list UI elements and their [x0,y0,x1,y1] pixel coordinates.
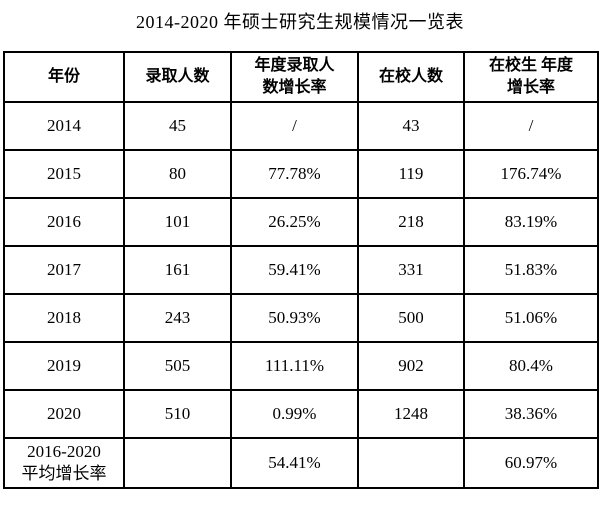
table-cell: 43 [357,101,465,151]
table-cell: 243 [123,293,232,343]
table-cell: 59.41% [230,245,359,295]
table-cell: 1248 [357,389,465,439]
table-cell: 500 [357,293,465,343]
table-cell: 0.99% [230,389,359,439]
table-cell: 902 [357,341,465,391]
data-table: 年份 录取人数 年度录取人 数增长率 在校人数 在校生 年度 增长率 2014 … [3,51,599,489]
table-cell: 45 [123,101,232,151]
table-cell: 26.25% [230,197,359,247]
table-cell: 505 [123,341,232,391]
table-cell: 51.83% [463,245,599,295]
table-row: 2018 243 50.93% 500 51.06% [3,293,599,343]
column-header-year: 年份 [3,51,125,103]
table-row: 2014 45 / 43 / [3,101,599,151]
table-cell: 80.4% [463,341,599,391]
table-cell: 80 [123,149,232,199]
table-title: 2014-2020 年硕士研究生规模情况一览表 [136,12,464,32]
year-cell: 2019 [3,341,125,391]
table-row: 2020 510 0.99% 1248 38.36% [3,389,599,439]
year-cell: 2016-2020 平均增长率 [3,437,125,489]
table-cell: / [230,101,359,151]
column-header-enrolled-growth: 在校生 年度 增长率 [463,51,599,103]
table-row: 2016 101 26.25% 218 83.19% [3,197,599,247]
table-cell: 60.97% [463,437,599,489]
table-cell: 51.06% [463,293,599,343]
header-row: 年份 录取人数 年度录取人 数增长率 在校人数 在校生 年度 增长率 [3,51,599,103]
year-cell: 2017 [3,245,125,295]
column-header-admitted-growth: 年度录取人 数增长率 [230,51,359,103]
table-cell: 510 [123,389,232,439]
column-header-enrolled: 在校人数 [357,51,465,103]
table-cell: 331 [357,245,465,295]
document-page: 2014-2020 年硕士研究生规模情况一览表 年份 录取人数 年度录取人 数增… [0,10,600,528]
table-cell: 119 [357,149,465,199]
year-cell: 2015 [3,149,125,199]
table-cell: 54.41% [230,437,359,489]
table-cell: 50.93% [230,293,359,343]
column-header-admitted: 录取人数 [123,51,232,103]
table-row: 2019 505 111.11% 902 80.4% [3,341,599,391]
table-cell: 176.74% [463,149,599,199]
table-cell [357,437,465,489]
table-cell: 77.78% [230,149,359,199]
table-row-average: 2016-2020 平均增长率 54.41% 60.97% [3,437,599,489]
table-cell: 101 [123,197,232,247]
year-cell: 2020 [3,389,125,439]
table-cell: 83.19% [463,197,599,247]
table-cell: / [463,101,599,151]
table-cell: 218 [357,197,465,247]
year-cell: 2014 [3,101,125,151]
table-row: 2015 80 77.78% 119 176.74% [3,149,599,199]
table-cell [123,437,232,489]
table-cell: 161 [123,245,232,295]
table-cell: 111.11% [230,341,359,391]
year-cell: 2016 [3,197,125,247]
year-cell: 2018 [3,293,125,343]
table-cell: 38.36% [463,389,599,439]
table-row: 2017 161 59.41% 331 51.83% [3,245,599,295]
